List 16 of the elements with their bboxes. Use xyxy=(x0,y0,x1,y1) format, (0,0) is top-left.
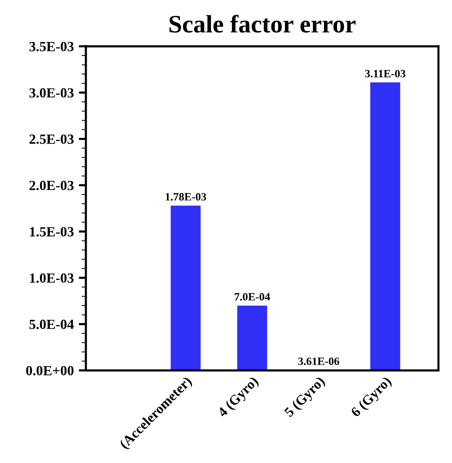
bar xyxy=(370,82,400,370)
y-tick-label: 2.0E-03 xyxy=(30,180,74,190)
y-tick-label: 1.0E-03 xyxy=(30,273,74,283)
y-tick-label: 5.0E-04 xyxy=(29,320,74,330)
data-label: 3.61E-06 xyxy=(298,358,340,366)
y-tick-label: 3.0E-03 xyxy=(29,88,74,98)
y-tick-label: 0.0E+00 xyxy=(26,366,74,376)
y-tick-label: 2.5E-03 xyxy=(30,134,74,144)
data-label: 3.11E-03 xyxy=(365,70,406,78)
bar xyxy=(170,206,201,370)
y-tick-label: 3.5E-03 xyxy=(29,42,74,52)
data-label: 7.0E-04 xyxy=(234,293,270,301)
chart-title: Scale factor error xyxy=(170,14,356,33)
data-label: 1.78E-03 xyxy=(166,193,206,201)
y-tick-label: 1.5E-03 xyxy=(30,227,74,237)
bar xyxy=(237,306,268,370)
